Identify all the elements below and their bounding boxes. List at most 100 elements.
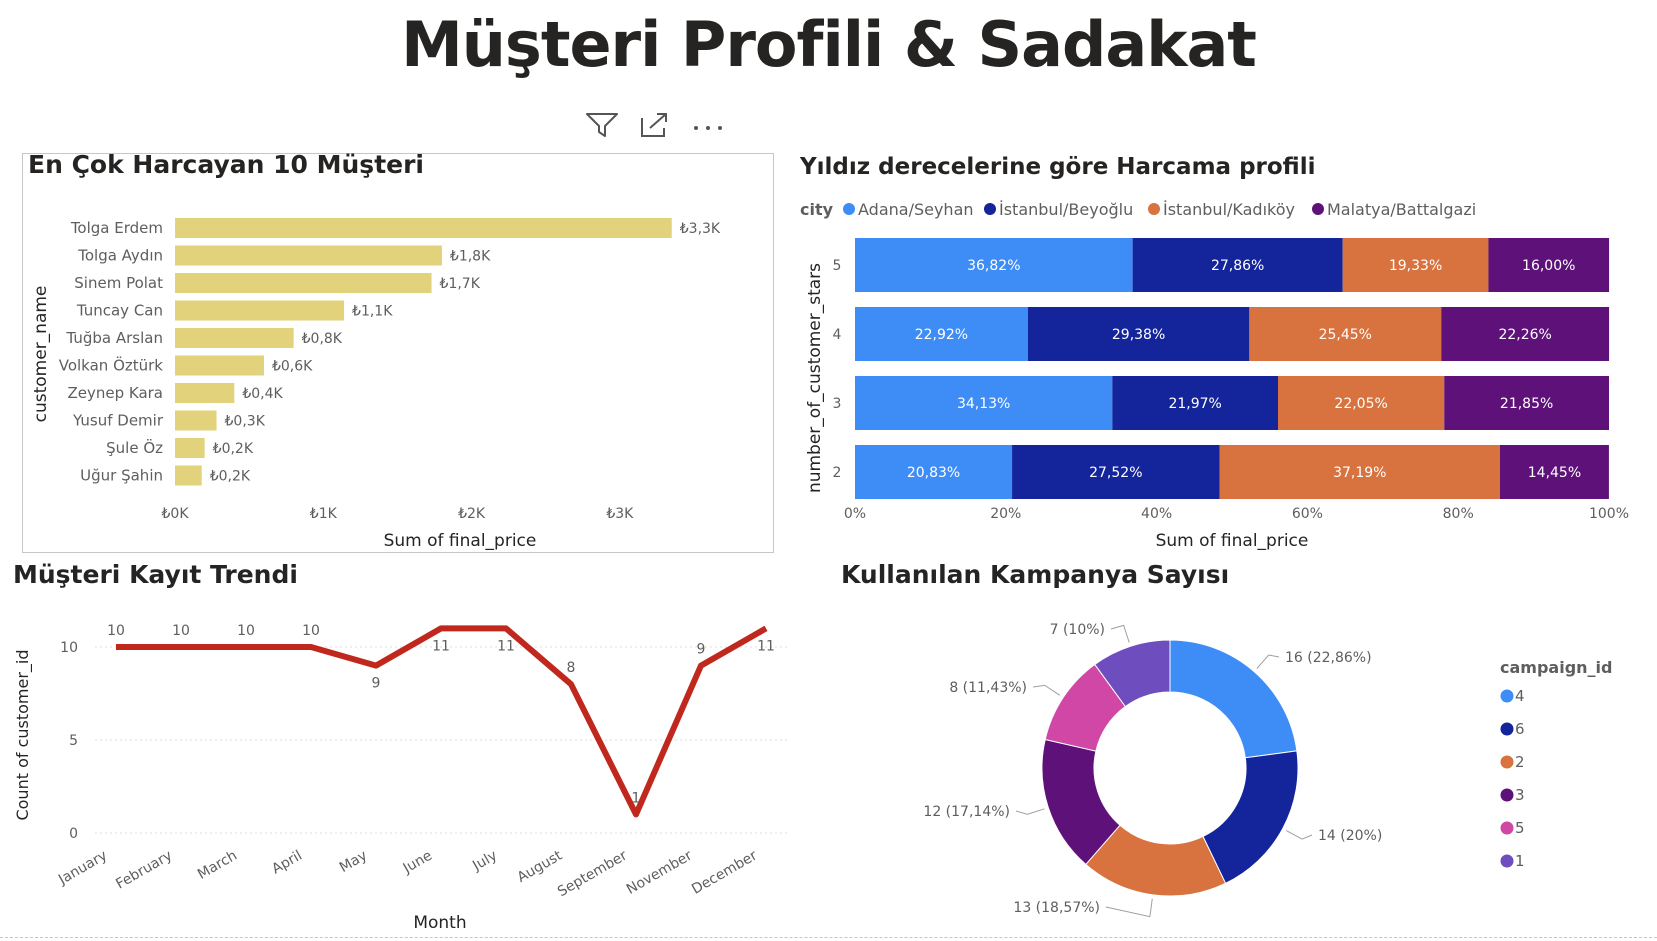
stacked-segment — [1444, 376, 1609, 430]
leader-line — [1256, 654, 1280, 669]
bar — [175, 328, 294, 348]
bar — [175, 383, 235, 403]
x-tick-label: 0% — [844, 506, 866, 522]
stacked-segment — [1499, 445, 1609, 499]
donut-slice — [1202, 750, 1299, 884]
category-label: Tolga Aydın — [77, 247, 163, 265]
legend-marker — [1312, 203, 1324, 215]
x-tick-label: May — [337, 848, 370, 876]
data-label: 21,97% — [1168, 396, 1221, 412]
legend-item: 6 — [1515, 720, 1525, 738]
data-label: ₺0,6K — [272, 359, 313, 375]
leader-line — [1110, 624, 1130, 643]
y-tick-label: 10 — [60, 640, 78, 656]
stacked-segment — [1132, 238, 1343, 292]
bar — [175, 273, 432, 293]
data-label: 34,13% — [957, 396, 1010, 412]
x-tick-label: 100% — [1589, 506, 1629, 522]
stacked-segment — [1277, 376, 1445, 430]
data-label: 10 — [302, 623, 320, 639]
stacked-segment — [1249, 307, 1442, 361]
series-line — [116, 625, 768, 818]
slice-label: 7 (10%) — [1050, 622, 1105, 638]
legend-item: 5 — [1515, 819, 1525, 837]
data-label: 36,82% — [967, 258, 1020, 274]
leader-line — [1015, 808, 1045, 815]
x-tick-label: July — [469, 848, 500, 875]
data-label: 10 — [172, 623, 190, 639]
category-label: Sinem Polat — [74, 274, 163, 292]
legend-marker — [1500, 854, 1514, 868]
data-label: 27,52% — [1089, 465, 1142, 481]
data-label: 16,00% — [1522, 258, 1575, 274]
data-label: 11 — [757, 638, 775, 654]
legend-marker — [1500, 788, 1514, 802]
x-tick-label: September — [555, 847, 630, 900]
x-tick-label: 80% — [1443, 506, 1474, 522]
campaign-usage-title: Kullanılan Kampanya Sayısı — [841, 560, 1230, 589]
x-tick-label: February — [113, 848, 175, 893]
y-tick-label: 0 — [69, 826, 78, 842]
legend-item: Adana/Seyhan — [858, 200, 974, 219]
stacked-segment — [1112, 376, 1278, 430]
legend-marker — [1500, 755, 1514, 769]
data-label: ₺1,7K — [440, 276, 481, 292]
filter-icon[interactable] — [585, 112, 619, 142]
data-label: 21,85% — [1500, 396, 1553, 412]
leader-line — [1286, 830, 1313, 840]
category-label: 3 — [833, 396, 842, 412]
category-label: Yusuf Demir — [72, 412, 164, 430]
data-label: ₺1,1K — [352, 304, 393, 320]
slice-label: 13 (18,57%) — [1013, 900, 1100, 916]
x-tick-label: ₺0K — [162, 506, 190, 522]
x-tick-label: January — [55, 848, 110, 889]
data-label: ₺0,2K — [210, 469, 251, 485]
stacked-segment — [1441, 307, 1610, 361]
data-label: 25,45% — [1319, 327, 1372, 343]
x-axis-title: Sum of final_price — [1156, 531, 1309, 551]
data-label: 37,19% — [1333, 465, 1386, 481]
data-label: 22,26% — [1498, 327, 1551, 343]
data-label: 22,92% — [915, 327, 968, 343]
x-tick-label: ₺2K — [458, 506, 486, 522]
bar — [175, 218, 672, 238]
category-label: 5 — [833, 258, 842, 274]
y-tick-label: 5 — [69, 733, 78, 749]
data-label: 8 — [567, 660, 576, 676]
stacked-segment — [1488, 238, 1610, 292]
data-label: 10 — [107, 623, 125, 639]
data-label: 10 — [237, 623, 255, 639]
leader-line — [1105, 898, 1153, 918]
category-label: 2 — [833, 465, 842, 481]
x-axis-title: Month — [413, 913, 466, 933]
category-label: Tuncay Can — [76, 302, 163, 320]
legend-item: İstanbul/Beyoğlu — [999, 200, 1133, 219]
data-label: ₺0,4K — [242, 386, 283, 402]
x-tick-label: March — [195, 848, 240, 883]
legend-marker — [1500, 821, 1514, 835]
y-axis-title: number_of_customer_stars — [805, 263, 825, 493]
bar — [175, 300, 345, 321]
stacked-segment — [1219, 445, 1500, 499]
stacked-segment — [1342, 238, 1489, 292]
legend-marker — [1500, 689, 1514, 703]
legend-item: İstanbul/Kadıköy — [1163, 200, 1295, 219]
data-label: 29,38% — [1112, 327, 1165, 343]
data-label: 22,05% — [1334, 396, 1387, 412]
legend-item: 1 — [1515, 852, 1525, 870]
category-label: Tolga Erdem — [70, 219, 163, 237]
data-label: ₺1,8K — [450, 249, 491, 265]
more-options-icon[interactable] — [692, 118, 724, 137]
category-label: Şule Öz — [106, 438, 163, 457]
x-axis-title: Sum of final_price — [384, 531, 537, 551]
data-label: ₺0,3K — [225, 414, 266, 430]
x-tick-label: August — [515, 847, 566, 886]
data-label: 11 — [432, 638, 450, 654]
slice-label: 8 (11,43%) — [949, 680, 1027, 696]
donut-slice — [1094, 639, 1171, 708]
focus-mode-icon[interactable] — [640, 112, 670, 142]
top-customers-card[interactable] — [22, 153, 774, 553]
data-label: 1 — [632, 790, 641, 806]
data-label: 11 — [497, 638, 515, 654]
category-label: Zeynep Kara — [67, 384, 163, 402]
